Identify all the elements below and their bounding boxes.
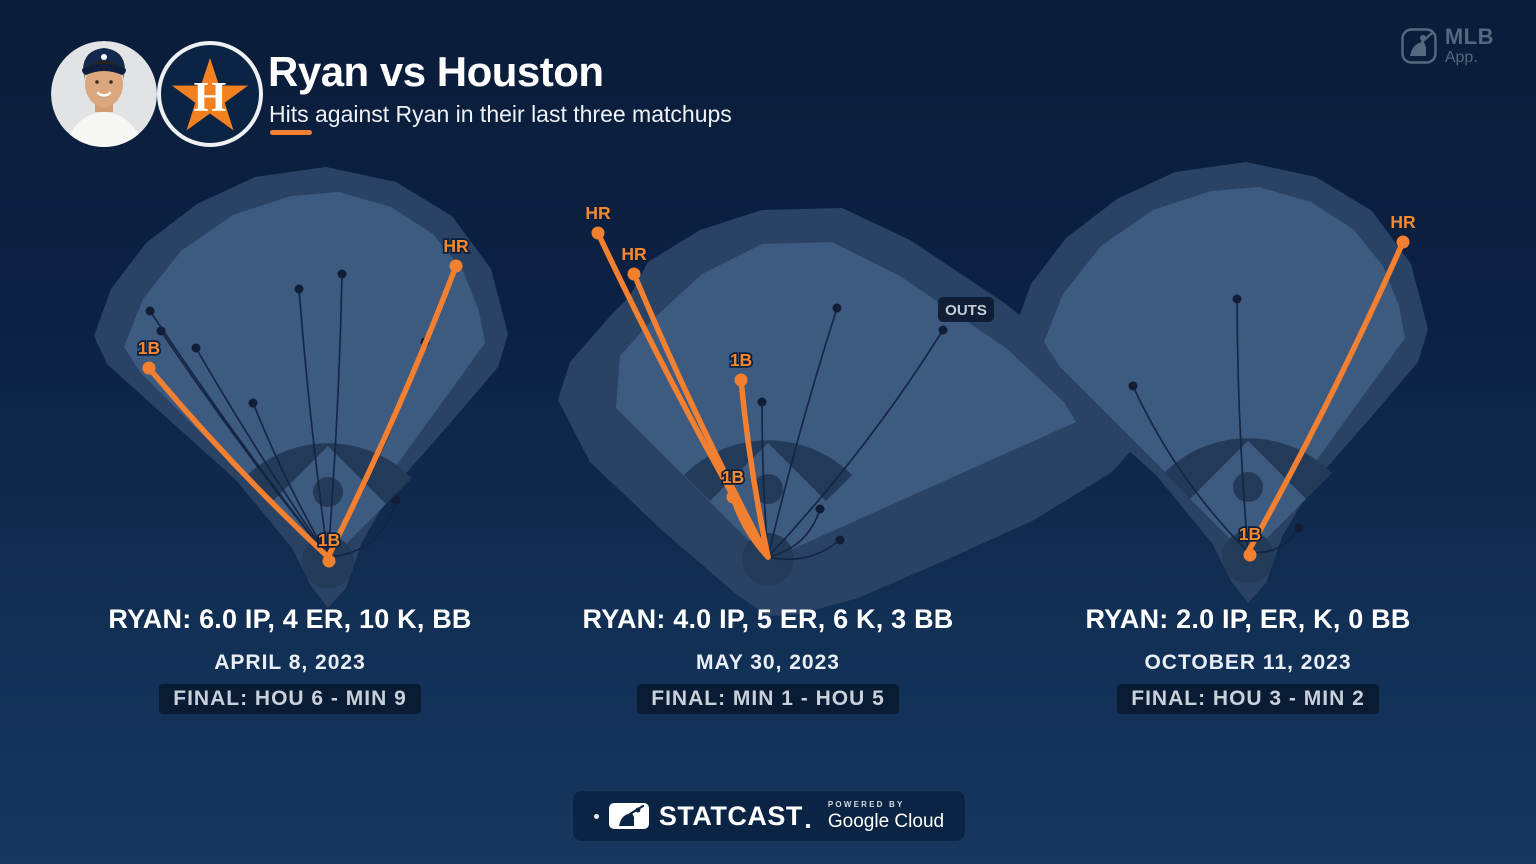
hit-dot xyxy=(1396,235,1410,249)
out-line xyxy=(767,508,821,558)
hit-line xyxy=(325,263,459,560)
out-dot xyxy=(294,284,304,294)
out-line xyxy=(298,288,329,558)
out-dot xyxy=(1232,294,1242,304)
field-target-1 xyxy=(94,167,508,608)
page-subtitle: Hits against Ryan in their last three ma… xyxy=(269,101,732,127)
spray-chart-3: HR 1B xyxy=(1128,210,1418,562)
mlb-app-subtext: App. xyxy=(1444,49,1478,66)
caption-date: OCTOBER 11, 2023 xyxy=(1144,651,1352,674)
hit-dot xyxy=(322,554,336,568)
hit-dot xyxy=(734,373,748,387)
out-line xyxy=(327,273,343,558)
caption-final-score: FINAL: MIN 1 - HOU 5 xyxy=(637,684,899,714)
astros-letter: H xyxy=(194,75,227,121)
out-dot xyxy=(1128,381,1138,391)
hit-result-label: 1B xyxy=(722,467,744,487)
hit-result-label: HR xyxy=(443,236,469,256)
astros-star-icon xyxy=(172,58,248,131)
hit-line xyxy=(146,365,331,560)
hit-dot xyxy=(142,361,156,375)
caption-final-score: FINAL: HOU 6 - MIN 9 xyxy=(159,684,421,714)
caption-date: MAY 30, 2023 xyxy=(696,651,840,674)
pitchers-mound xyxy=(753,474,783,504)
out-line xyxy=(767,539,841,561)
out-dot xyxy=(145,306,155,316)
out-dot xyxy=(191,343,201,353)
out-line xyxy=(327,499,397,558)
hit-result-label: 1B xyxy=(730,350,752,370)
out-dot xyxy=(248,398,258,408)
jersey xyxy=(64,112,144,147)
out-dot xyxy=(337,269,347,279)
out-line xyxy=(195,347,329,558)
outs-annotation-label: OUTS xyxy=(945,302,987,319)
hit-line xyxy=(730,494,771,560)
google-cloud-lockup: POWERED BY Google Cloud xyxy=(827,800,945,832)
out-dot xyxy=(832,303,842,313)
hit-result-label: 1B xyxy=(1239,524,1261,544)
hit-result-label: HR xyxy=(585,203,611,223)
out-line xyxy=(160,330,329,558)
spray-chart-1: HR 1B 1B xyxy=(136,234,471,568)
statcast-bar: STATCAST POWERED BY Google Cloud xyxy=(573,791,965,841)
hit-result-label: 1B xyxy=(138,338,160,358)
out-line xyxy=(1132,385,1249,553)
statcast-wordmark: STATCAST xyxy=(658,800,803,831)
caption-date: APRIL 8, 2023 xyxy=(214,651,366,674)
powered-by-label: POWERED BY xyxy=(827,800,905,809)
out-line xyxy=(1236,298,1249,553)
caption-game-2: RYAN: 4.0 IP, 5 ER, 6 K, 3 BB MAY 30, 20… xyxy=(528,604,1008,714)
spray-chart-2: HR HR 1B 1B OUTS xyxy=(584,201,994,561)
subtitle-underline xyxy=(270,130,312,135)
outs-annotation xyxy=(938,297,994,322)
out-dot xyxy=(757,397,767,407)
out-dot xyxy=(835,535,845,545)
page-title: Ryan vs Houston xyxy=(268,48,604,95)
mlb-logo-icon xyxy=(608,803,649,829)
hit-dot xyxy=(1243,548,1257,562)
caption-final-score: FINAL: HOU 3 - MIN 2 xyxy=(1117,684,1379,714)
hit-dot xyxy=(449,259,463,273)
mlb-batter-icon xyxy=(1401,28,1437,64)
hit-dot xyxy=(591,226,605,240)
statcast-dot xyxy=(593,813,599,819)
caption-stats: RYAN: 6.0 IP, 4 ER, 10 K, BB xyxy=(108,604,472,634)
out-dot xyxy=(938,325,948,335)
hit-result-label: 1B xyxy=(318,530,340,550)
mlb-app-text: MLB xyxy=(1444,24,1494,49)
caption-game-1: RYAN: 6.0 IP, 4 ER, 10 K, BB APRIL 8, 20… xyxy=(50,604,530,714)
mlb-app-logo: MLB App. xyxy=(1401,26,1494,66)
out-dot xyxy=(391,495,401,505)
out-dot xyxy=(815,504,825,514)
field-grass xyxy=(124,192,485,560)
hit-line xyxy=(738,377,771,560)
cap-logo xyxy=(101,54,107,60)
google-cloud-label: Google Cloud xyxy=(827,811,945,832)
caption-stats: RYAN: 4.0 IP, 5 ER, 6 K, 3 BB xyxy=(582,604,954,634)
hit-dot xyxy=(726,490,740,504)
pitcher-avatar xyxy=(51,41,157,147)
hit-dot xyxy=(627,267,641,281)
out-line xyxy=(252,402,329,558)
out-dot xyxy=(1294,523,1304,533)
out-dot xyxy=(156,326,166,336)
caption-stats: RYAN: 2.0 IP, ER, K, 0 BB xyxy=(1085,604,1411,634)
hit-result-label: HR xyxy=(1390,212,1416,232)
statcast-trademark-dot xyxy=(805,823,810,828)
hit-result-label: HR xyxy=(621,244,647,264)
hit-line xyxy=(1245,239,1406,555)
field-target-2 xyxy=(1014,162,1428,603)
hit-line xyxy=(631,271,771,560)
out-line xyxy=(767,307,838,558)
out-line xyxy=(767,329,944,558)
team-avatar-astros: H xyxy=(157,41,263,147)
caption-game-3: RYAN: 2.0 IP, ER, K, 0 BB OCTOBER 11, 20… xyxy=(1008,604,1488,714)
